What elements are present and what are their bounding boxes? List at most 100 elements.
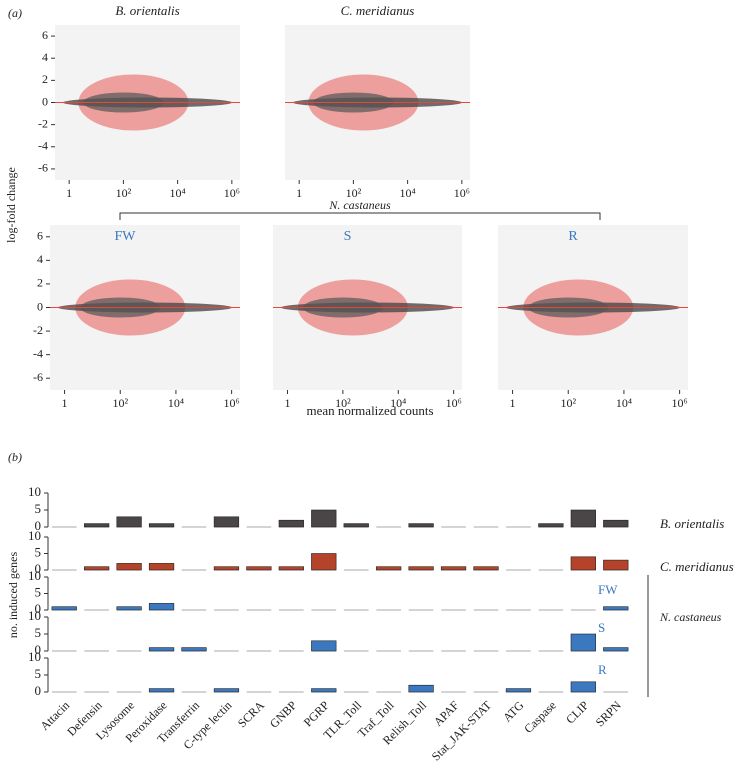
x-tick-label: 1 xyxy=(510,396,516,410)
y-axis-label: no. induced genes xyxy=(6,552,20,639)
x-tick-label: 10⁴ xyxy=(616,396,632,410)
x-tick-label: 10⁶ xyxy=(672,396,688,410)
group-label: N. castaneus xyxy=(328,198,391,212)
bar xyxy=(570,681,596,693)
x-tick-label: 10² xyxy=(560,396,576,410)
x-tick-label: 10⁶ xyxy=(224,186,240,200)
bar xyxy=(570,556,596,571)
x-tick-label: 1 xyxy=(284,396,290,410)
y-tick-label: -2 xyxy=(33,323,43,337)
bar xyxy=(246,566,272,571)
x-tick-label: SCRA xyxy=(235,698,267,730)
series-label: S xyxy=(598,620,605,635)
bar xyxy=(181,647,207,652)
bar xyxy=(538,523,564,528)
panel-title: FW xyxy=(115,229,137,244)
x-tick-label: 1 xyxy=(62,396,68,410)
panel-title: R xyxy=(568,229,578,244)
y-tick-label: 0 xyxy=(35,561,42,576)
y-tick-label: 0 xyxy=(35,601,42,616)
bar xyxy=(603,519,629,528)
bar xyxy=(603,559,629,571)
y-tick-label: 0 xyxy=(37,299,43,313)
x-tick-label: ATG xyxy=(500,698,527,725)
bar xyxy=(213,516,240,528)
panel-title: B. orientalis xyxy=(115,3,179,18)
x-tick-label: 10² xyxy=(112,396,128,410)
y-tick-label: 5 xyxy=(35,501,42,516)
bar xyxy=(408,684,434,693)
bar xyxy=(213,566,240,571)
y-tick-label: 10 xyxy=(28,484,41,499)
bar xyxy=(311,509,337,528)
group-bracket xyxy=(119,212,601,220)
group-label: N. castaneus xyxy=(659,610,722,624)
x-tick-label: Stat_JAK-STAT xyxy=(429,698,495,764)
y-tick-label: 0 xyxy=(42,94,48,108)
bar xyxy=(213,688,240,693)
x-tick-label: SRPN xyxy=(593,698,624,729)
bar xyxy=(603,647,629,652)
x-tick-label: 10⁴ xyxy=(168,396,184,410)
y-tick-label: 5 xyxy=(35,584,42,599)
series-label: R xyxy=(598,662,607,677)
x-tick-label: 10⁴ xyxy=(400,186,416,200)
y-tick-label: 10 xyxy=(28,608,41,623)
x-tick-label: 10² xyxy=(346,186,362,200)
y-tick-label: 4 xyxy=(42,50,48,64)
bar xyxy=(148,603,175,611)
bar xyxy=(148,688,175,693)
y-tick-label: 4 xyxy=(37,252,43,266)
x-tick-label: 10⁶ xyxy=(224,396,240,410)
panel-label: (a) xyxy=(8,6,22,20)
panel-title: S xyxy=(344,229,352,244)
bar xyxy=(116,606,142,611)
bar xyxy=(116,563,142,571)
x-tick-label: Caspase xyxy=(521,698,559,736)
y-tick-label: 6 xyxy=(37,229,43,243)
bar xyxy=(440,566,467,571)
bar xyxy=(148,523,175,528)
bar xyxy=(148,563,175,571)
bar xyxy=(311,640,337,652)
x-tick-label: 10² xyxy=(335,396,351,410)
x-tick-label: 1 xyxy=(66,186,72,200)
y-axis-label: log-fold change xyxy=(4,167,18,243)
y-tick-label: -2 xyxy=(38,116,48,130)
y-tick-label: 10 xyxy=(28,649,41,664)
x-tick-label: 10⁴ xyxy=(170,186,186,200)
bar xyxy=(84,566,110,571)
bar xyxy=(311,688,337,693)
x-tick-label: 10² xyxy=(116,186,132,200)
bar xyxy=(376,566,402,571)
bar xyxy=(311,553,337,571)
y-tick-label: 10 xyxy=(28,568,41,583)
bar xyxy=(570,633,596,652)
x-tick-label: 1 xyxy=(296,186,302,200)
y-tick-label: 5 xyxy=(35,625,42,640)
series-label: FW xyxy=(598,582,618,597)
y-tick-label: -6 xyxy=(33,370,43,384)
bar xyxy=(473,566,499,571)
bar xyxy=(51,606,77,611)
y-tick-label: 2 xyxy=(37,276,43,290)
y-tick-label: 10 xyxy=(28,528,41,543)
x-tick-label: 10⁶ xyxy=(446,396,462,410)
bar xyxy=(505,688,532,693)
y-tick-label: 6 xyxy=(42,28,48,42)
series-label: C. meridianus xyxy=(660,559,734,574)
bar xyxy=(278,566,304,571)
y-tick-label: -6 xyxy=(38,161,48,175)
x-tick-label: 10⁴ xyxy=(390,396,406,410)
x-tick-label: 10⁶ xyxy=(454,186,470,200)
y-tick-label: 5 xyxy=(35,544,42,559)
bar xyxy=(408,523,434,528)
bar xyxy=(116,516,142,528)
y-tick-label: 0 xyxy=(35,683,42,698)
y-tick-label: 0 xyxy=(35,642,42,657)
bar xyxy=(343,523,369,528)
bar xyxy=(84,523,110,528)
y-tick-label: -4 xyxy=(38,139,48,153)
panel-label: (b) xyxy=(8,450,22,464)
